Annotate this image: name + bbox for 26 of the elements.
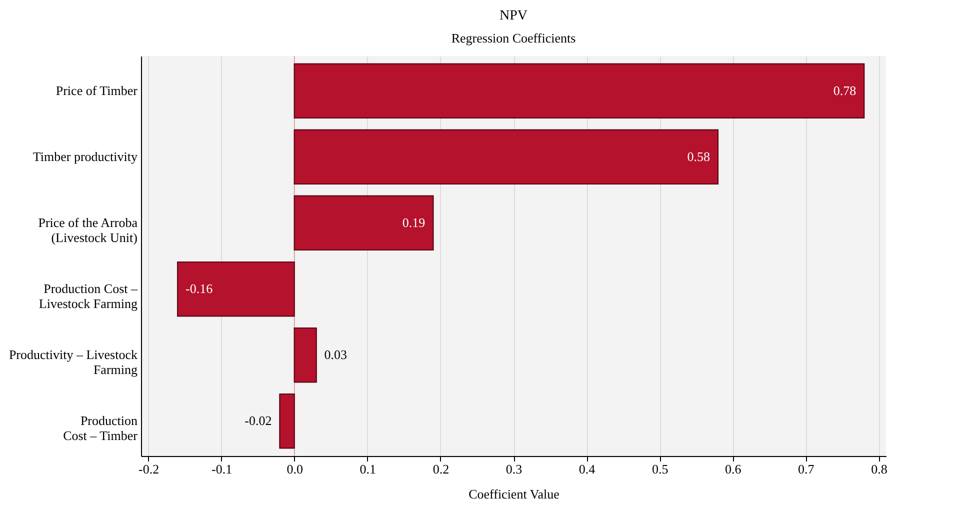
data-label: -0.02 [244,413,272,428]
x-tick-label: -0.2 [138,462,160,476]
data-label: -0.16 [186,281,214,296]
y-tick-label: Price of Timber [56,82,138,98]
x-axis-title: Coefficient Value [468,486,560,502]
x-tick-label: 0.7 [798,462,815,476]
data-label: 0.19 [402,214,426,230]
chart-title: NPV [499,8,528,24]
x-tick-label: 0.6 [724,462,742,476]
y-tick-label: Production Cost – Livestock Farming [38,281,138,312]
x-tick-label: 0.2 [432,462,450,476]
x-tick-label: -0.1 [212,462,232,476]
data-label: 0.58 [687,148,710,164]
y-tick-label: Production Cost – Timber [63,413,138,444]
x-tick-label: 0.1 [360,462,376,476]
x-tick-label: 0.3 [506,462,522,476]
x-tick-label: 0.0 [286,462,304,476]
data-label: 0.03 [324,347,348,362]
chart-subtitle: Regression Coefficients [451,30,576,46]
x-tick-label: 0.8 [871,462,888,476]
x-tick-label: 0.4 [578,462,596,476]
y-tick-label: Productivity – Livestock Farming [8,347,138,378]
x-tick-label: 0.5 [652,462,668,476]
data-label: 0.78 [833,82,856,98]
y-tick-label: Price of the Arroba (Livestock Unit) [38,214,138,245]
y-tick-label: Timber productivity [32,148,138,164]
